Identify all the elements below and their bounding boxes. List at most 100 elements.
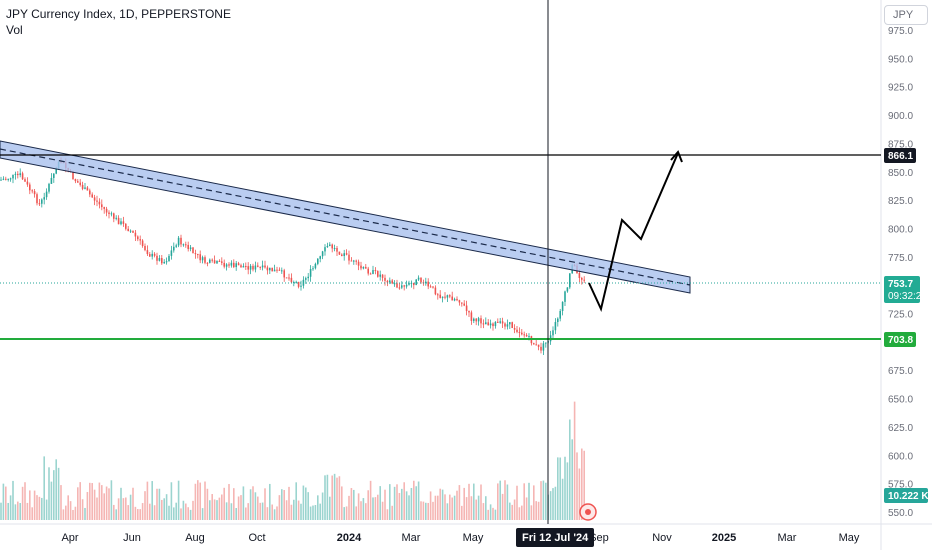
candle-body	[489, 323, 492, 326]
volume-bar	[12, 480, 14, 520]
volume-bar	[281, 489, 283, 520]
time-tick-label: May	[463, 532, 484, 544]
candle-body	[53, 173, 55, 178]
volume-bar	[62, 509, 65, 520]
candle-body	[180, 237, 182, 245]
candle-body	[329, 244, 331, 246]
candle-body	[429, 286, 432, 288]
candle-body	[581, 277, 583, 280]
volume-legend[interactable]: Vol	[6, 23, 23, 37]
candle-body	[33, 191, 36, 195]
event-marker-icon[interactable]	[579, 503, 597, 521]
candle-body	[108, 212, 110, 215]
candle-body	[516, 329, 518, 332]
volume-bar	[355, 506, 357, 520]
volume-bar	[369, 480, 372, 520]
candle-body	[149, 254, 151, 257]
volume-bar	[446, 503, 449, 520]
volume-bar	[439, 488, 441, 520]
candle-body	[273, 269, 276, 272]
projection-path[interactable]	[588, 152, 679, 313]
volume-bar	[48, 467, 50, 520]
candle-body	[288, 277, 290, 279]
candle-body	[336, 248, 338, 252]
volume-bar	[480, 484, 482, 520]
time-tick-label: Mar	[778, 532, 797, 544]
volume-bar	[9, 495, 12, 520]
candle-body	[396, 283, 398, 288]
candle-body	[461, 302, 463, 304]
volume-bar	[98, 482, 101, 520]
volume-bar	[266, 507, 269, 520]
candle-body	[545, 342, 547, 344]
volume-bar	[273, 509, 276, 520]
currency-button[interactable]: JPY	[884, 5, 928, 25]
candle-body	[434, 287, 437, 295]
volume-bar	[509, 502, 511, 520]
candle-body	[369, 273, 372, 275]
volume-bar	[537, 501, 540, 520]
volume-bar	[317, 495, 319, 520]
volume-bar	[120, 487, 122, 520]
volume-bar	[261, 502, 264, 520]
candle-body	[81, 184, 84, 189]
time-tick-label: 2024	[337, 532, 362, 544]
volume-bar	[497, 483, 499, 520]
candle-body	[307, 276, 309, 279]
volume-bar	[398, 493, 401, 520]
volume-bar	[41, 497, 43, 520]
volume-bar	[437, 495, 439, 520]
symbol-title[interactable]: JPY Currency Index, 1D, PEPPERSTONE	[6, 7, 231, 21]
volume-bar	[401, 488, 403, 520]
time-tick-label: Nov	[652, 532, 672, 544]
chart-header: JPY Currency Index, 1D, PEPPERSTONE Vol	[6, 7, 231, 37]
candle-body	[338, 251, 341, 255]
volume-bar	[158, 488, 161, 520]
price-axis[interactable]: 975.0 950.0 925.0 900.0 875.0 850.0 825.0 800.0…	[888, 26, 913, 519]
candle-body	[441, 296, 444, 298]
volume-bar	[113, 504, 115, 520]
volume-bar	[139, 509, 141, 520]
candle-body	[379, 274, 381, 277]
candle-body	[177, 237, 180, 246]
volume-bar	[115, 509, 117, 520]
time-axis[interactable]: Apr Jun Aug Oct 2024 Mar May Sep Nov 2025 Mar May	[61, 532, 859, 544]
price-tick-label: 550.0	[888, 508, 913, 519]
volume-bar	[564, 456, 566, 520]
candle-body	[5, 178, 7, 180]
candle-body	[216, 260, 218, 264]
candle-body	[403, 285, 405, 287]
time-tick-label: Jun	[123, 532, 141, 544]
candle-body	[189, 247, 192, 250]
candle-body	[331, 244, 333, 249]
candle-body	[413, 282, 415, 286]
price-tick-label: 575.0	[888, 480, 913, 491]
candle-body	[146, 250, 149, 255]
candle-body	[283, 270, 285, 278]
volume-bar	[552, 488, 554, 520]
volume-bar	[321, 492, 324, 520]
resistance-price-tag: 866.1	[884, 148, 916, 163]
volume-bar	[307, 492, 309, 520]
volume-bar	[533, 485, 535, 520]
volume-bar	[57, 467, 60, 520]
volume-bar	[175, 502, 177, 520]
volume-bar	[228, 484, 230, 520]
volume-bar	[233, 488, 235, 520]
volume-bar	[38, 496, 41, 520]
candle-body	[321, 251, 324, 257]
volume-bar	[362, 498, 365, 520]
candle-body	[420, 277, 422, 283]
candle-body	[77, 181, 79, 183]
volume-bar	[185, 503, 187, 520]
candle-body	[362, 266, 365, 269]
candle-body	[24, 179, 26, 182]
volume-bar	[324, 475, 326, 520]
volume-bar	[77, 487, 79, 520]
candle-body	[237, 263, 240, 266]
volume-bar	[465, 497, 468, 520]
candle-body	[120, 221, 122, 225]
price-tick-label: 925.0	[888, 83, 913, 94]
